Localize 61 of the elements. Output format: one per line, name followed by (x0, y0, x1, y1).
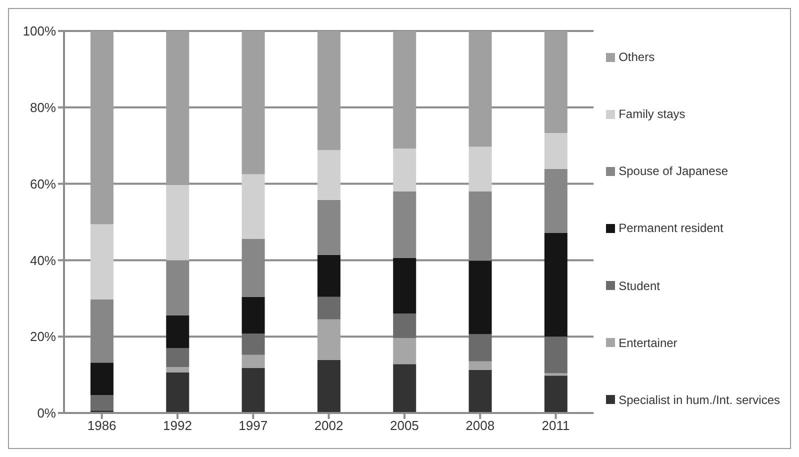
bar (544, 336, 568, 374)
x-tick-label: 1992 (163, 418, 192, 434)
bar (317, 200, 340, 255)
bar (468, 334, 492, 362)
bar (242, 334, 265, 355)
bar (317, 360, 340, 413)
bar (468, 260, 492, 334)
legend-label: Others (618, 50, 655, 64)
bar (544, 132, 568, 169)
legend-label: Permanent resident (618, 221, 724, 236)
x-tick-label: 1997 (238, 418, 268, 434)
bar (544, 31, 568, 133)
legend-label: Specialist in hum./Int. services (618, 392, 780, 407)
bar (468, 361, 492, 370)
bar (166, 372, 190, 413)
bar (544, 232, 568, 337)
bar (317, 296, 340, 320)
bar (242, 368, 265, 413)
bar (393, 364, 416, 413)
bar (90, 31, 114, 224)
x-tick-label: 2011 (542, 418, 570, 434)
bar (393, 31, 416, 149)
bar (468, 31, 492, 147)
bar (393, 258, 416, 314)
bar (242, 354, 265, 368)
bar (90, 224, 114, 300)
bar (242, 296, 265, 334)
bar (166, 315, 190, 348)
bar (544, 376, 568, 413)
bar (393, 314, 416, 338)
y-tick-label: 0% (37, 406, 56, 421)
y-tick-label: 20% (30, 329, 56, 344)
bar (317, 319, 340, 360)
bar (90, 362, 114, 396)
x-tick-label: 1986 (87, 418, 116, 434)
bar (90, 395, 114, 410)
legend-label: Spouse of Japanese (618, 164, 728, 178)
legend-label: Family stays (618, 107, 686, 122)
bar (317, 31, 340, 150)
y-tick-label: 60% (30, 176, 56, 192)
x-tick-label: 2002 (314, 418, 344, 434)
bar (166, 348, 190, 368)
bar (393, 338, 416, 364)
bar (468, 370, 492, 413)
legend-label: Entertainer (618, 336, 678, 350)
y-tick-label: 40% (30, 252, 56, 268)
bar (166, 367, 190, 373)
legend-label: Student (618, 278, 660, 293)
bar (393, 148, 416, 192)
bar (393, 191, 416, 258)
bar (166, 184, 190, 260)
x-tick-label: 2008 (466, 418, 495, 434)
bar (317, 254, 340, 297)
bar (166, 31, 190, 185)
bar (242, 174, 265, 239)
bar (317, 150, 340, 200)
bar (468, 146, 492, 192)
x-tick-label: 2005 (390, 418, 419, 434)
y-tick-label: 100% (22, 24, 56, 39)
y-tick-label: 80% (30, 100, 56, 116)
bar (242, 31, 265, 174)
